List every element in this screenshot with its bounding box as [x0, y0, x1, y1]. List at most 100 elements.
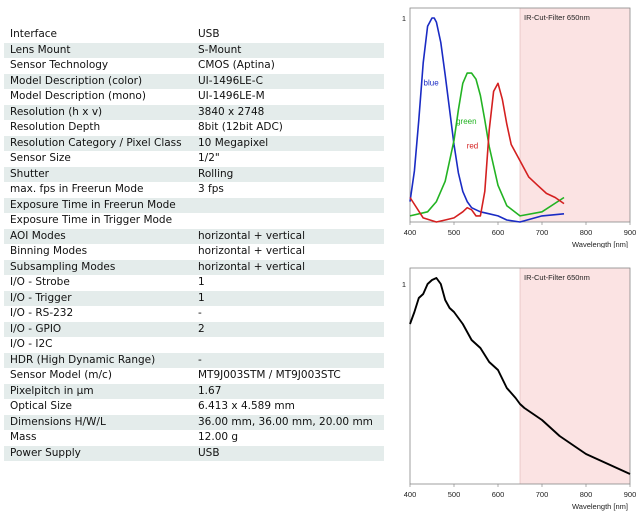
spec-row: I/O - GPIO 2 — [4, 321, 384, 337]
spec-row: Exposure Time in Trigger Mode — [4, 213, 384, 229]
spec-value: horizontal + vertical — [198, 245, 305, 257]
spec-row: I/O - Trigger 1 — [4, 290, 384, 306]
spec-row: Pixelpitch in µm 1.67 — [4, 383, 384, 399]
spec-value: MT9J003STM / MT9J003STC — [198, 369, 341, 381]
spec-label: Sensor Technology — [10, 59, 109, 71]
spec-value: 8bit (12bit ADC) — [198, 121, 283, 133]
spec-row: Power Supply USB — [4, 445, 384, 461]
spec-label: I/O - Trigger — [4, 290, 192, 306]
spec-label: I/O - RS-232 — [10, 307, 74, 319]
spec-row: Optical Size 6.413 x 4.589 mm — [4, 399, 384, 415]
spec-row: Shutter Rolling — [4, 166, 384, 182]
spec-label: Optical Size — [10, 400, 72, 412]
spec-label: Resolution Depth — [10, 121, 101, 133]
series-line-red — [409, 82, 565, 223]
spec-value: Rolling — [192, 166, 384, 182]
spec-row: I/O - I2C — [4, 337, 384, 353]
spec-value: - — [198, 307, 202, 319]
x-axis-label: Wavelength [nm] — [572, 240, 628, 248]
spec-value: horizontal + vertical — [192, 259, 384, 275]
series-label-blue: blue — [424, 78, 440, 87]
x-tick-label: 500 — [448, 490, 461, 499]
ir-cut-label: IR-Cut-Filter 650nm — [524, 273, 590, 282]
spec-row: Binning Modes horizontal + vertical — [4, 244, 384, 260]
spec-row: Resolution (h x v) 3840 x 2748 — [4, 104, 384, 120]
x-tick-label: 900 — [624, 490, 637, 499]
x-tick-label: 600 — [492, 228, 505, 237]
spec-label: I/O - I2C — [10, 338, 53, 350]
series-line-green — [409, 72, 565, 217]
spec-row: I/O - RS-232 - — [4, 306, 384, 322]
x-tick-label: 700 — [536, 490, 549, 499]
spec-label: Exposure Time in Trigger Mode — [10, 214, 173, 226]
x-tick-label: 500 — [448, 228, 461, 237]
spec-value — [192, 197, 384, 213]
x-tick-label: 400 — [404, 228, 417, 237]
specification-table: Interface USB Lens Mount S-Mount Sensor Tech… — [4, 27, 384, 461]
series-label-red: red — [467, 142, 479, 151]
spec-value: 2 — [192, 321, 384, 337]
spec-row: Model Description (mono) UI-1496LE-M — [4, 89, 384, 105]
spec-value: S-Mount — [192, 42, 384, 58]
spec-label: Shutter — [4, 166, 192, 182]
spec-row: Sensor Size 1/2" — [4, 151, 384, 167]
spec-label: Interface — [10, 28, 58, 40]
spec-value: 1.67 — [192, 383, 384, 399]
spec-label: Resolution (h x v) — [4, 104, 192, 120]
mono-spectral-chart: IR-Cut-Filter 650nm 400 500 600 700 800 900 1 Wa… — [402, 267, 637, 511]
ir-cut-label: IR-Cut-Filter 650nm — [524, 13, 590, 22]
spec-label: Sensor Model (m/c) — [10, 369, 112, 381]
spec-row: Dimensions H/W/L 36.00 mm, 36.00 mm, 20.0… — [4, 414, 384, 430]
spec-value: 36.00 mm, 36.00 mm, 20.00 mm — [192, 414, 384, 430]
spec-label: Model Description (mono) — [10, 90, 146, 102]
spec-value: UI-1496LE-C — [192, 73, 384, 89]
spec-label: Exposure Time in Freerun Mode — [4, 197, 192, 213]
spec-label: AOI Modes — [4, 228, 192, 244]
spec-label: Model Description (color) — [4, 73, 192, 89]
spec-value: 3840 x 2748 — [192, 104, 384, 120]
spec-label: Mass — [10, 431, 37, 443]
spec-value: - — [192, 352, 384, 368]
spec-row: I/O - Strobe 1 — [4, 275, 384, 291]
spec-value: 1 — [198, 276, 205, 288]
spec-value — [192, 337, 384, 353]
spec-value: 3 fps — [198, 183, 224, 195]
spec-value: 1 — [192, 290, 384, 306]
color-spectral-chart: IR-Cut-Filter 650nm 400 500 600 700 800 900 1 Wa… — [402, 7, 636, 248]
spec-label: Power Supply — [4, 445, 192, 461]
spec-label: Sensor Size — [10, 152, 71, 164]
x-tick-label: 700 — [536, 228, 549, 237]
spec-value: 1/2" — [198, 152, 220, 164]
spec-label: max. fps in Freerun Mode — [10, 183, 144, 195]
series-label-green: green — [456, 117, 476, 126]
spec-row: AOI Modes horizontal + vertical — [4, 228, 384, 244]
spec-value — [192, 213, 384, 229]
spec-label: I/O - Strobe — [10, 276, 70, 288]
spec-row: Sensor Model (m/c) MT9J003STM / MT9J003ST… — [4, 368, 384, 384]
spec-row: Subsampling Modes horizontal + vertical — [4, 259, 384, 275]
x-tick-label: 400 — [404, 490, 417, 499]
x-tick-label: 800 — [580, 490, 593, 499]
ir-cut-shade — [520, 8, 630, 222]
spec-row: Resolution Depth 8bit (12bit ADC) — [4, 120, 384, 136]
spec-row: Interface USB — [4, 27, 384, 43]
spec-value: USB — [198, 28, 220, 40]
spec-row: Sensor Technology CMOS (Aptina) — [4, 58, 384, 74]
spec-label: Binning Modes — [10, 245, 88, 257]
spec-value: CMOS (Aptina) — [198, 59, 275, 71]
spec-row: Model Description (color) UI-1496LE-C — [4, 73, 384, 89]
x-tick-label: 600 — [492, 490, 505, 499]
ir-cut-shade — [520, 268, 630, 484]
x-axis-label: Wavelength [nm] — [572, 502, 628, 511]
spec-value: 10 Megapixel — [192, 135, 384, 151]
spec-row: max. fps in Freerun Mode 3 fps — [4, 182, 384, 198]
spec-value: UI-1496LE-M — [198, 90, 265, 102]
y-tick-label: 1 — [402, 14, 406, 23]
spec-value: 12.00 g — [198, 431, 239, 443]
series-line-blue — [409, 17, 565, 223]
spec-label: I/O - GPIO — [4, 321, 192, 337]
spec-label: Resolution Category / Pixel Class — [4, 135, 192, 151]
spec-label: Lens Mount — [4, 42, 192, 58]
plot-frame — [409, 267, 631, 485]
spec-label: Subsampling Modes — [4, 259, 192, 275]
